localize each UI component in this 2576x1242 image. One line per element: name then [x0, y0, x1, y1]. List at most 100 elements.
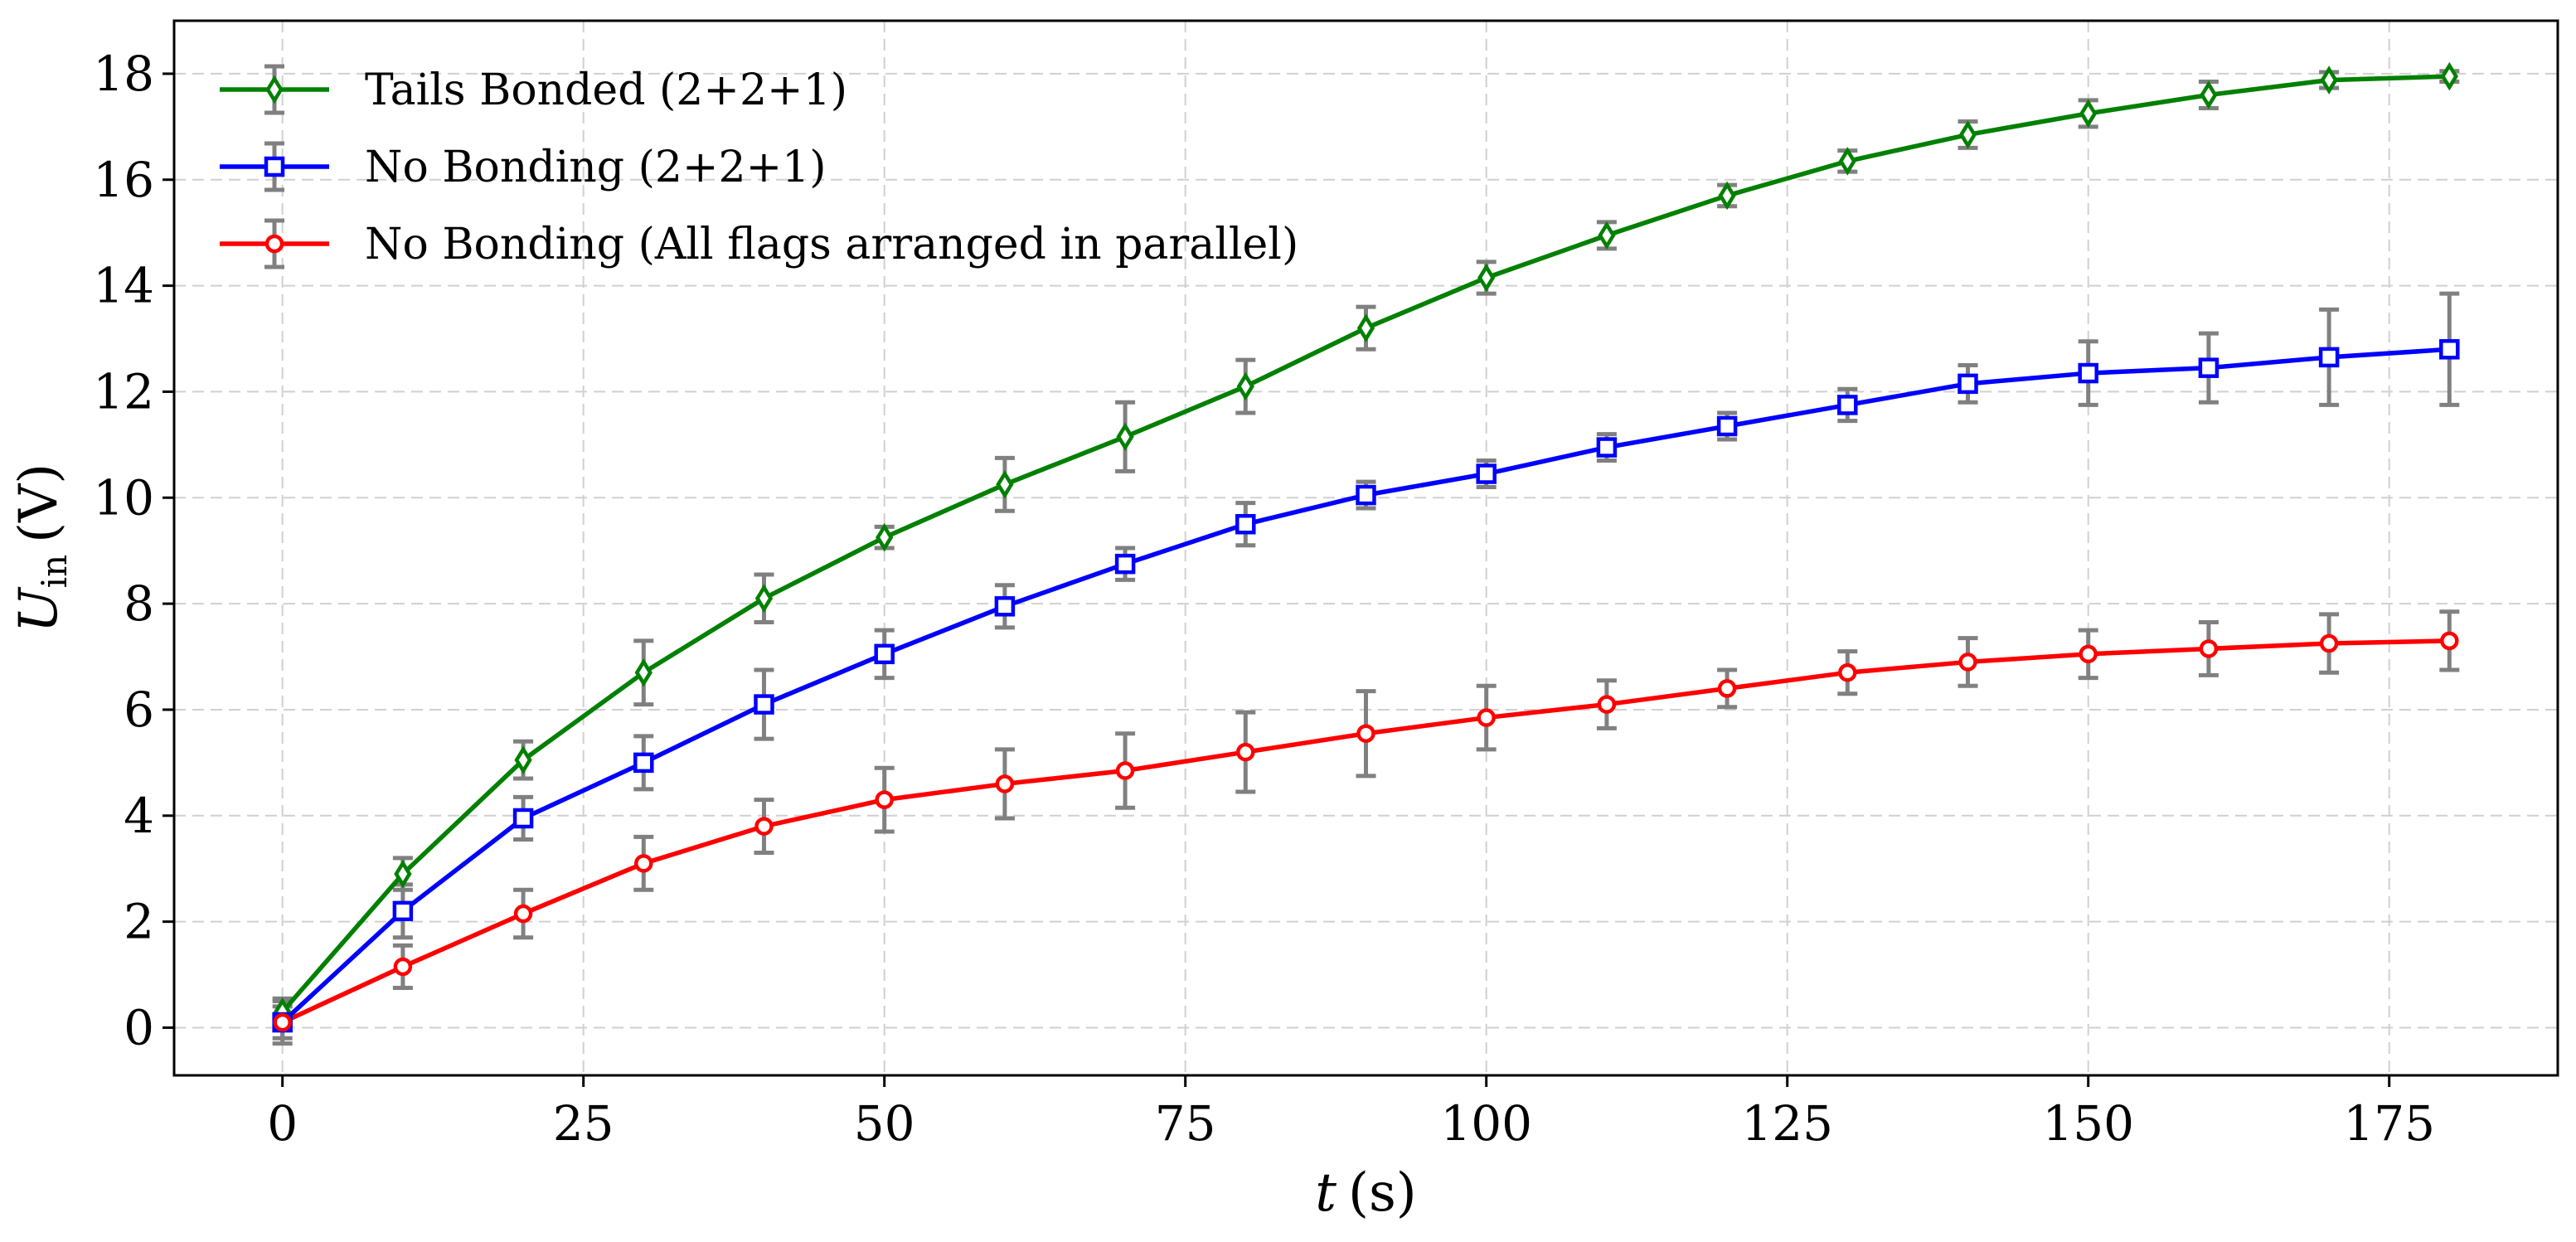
legend-entry-no-bonding-parallel: No Bonding (All flags arranged in parall…: [220, 218, 1298, 269]
x-tick-label: 100: [1440, 1095, 1532, 1152]
y-tick-label: 8: [124, 575, 154, 632]
y-axis-label-unit: (V): [8, 463, 70, 543]
y-axis-label: Uin (V): [8, 463, 75, 633]
data-point-no-bonding-all-flags-arranged-in-parallel: [1597, 695, 1617, 714]
y-tick-label: 16: [93, 152, 154, 208]
data-point-tails-bonded-2-2-1: [634, 657, 652, 687]
data-point-no-bonding-2-2-1: [1114, 553, 1136, 575]
x-tick-label: 175: [2343, 1095, 2435, 1152]
y-tick-label: 12: [93, 363, 154, 420]
data-point-no-bonding-2-2-1: [512, 808, 534, 829]
data-point-no-bonding-2-2-1: [633, 752, 654, 774]
y-tick-label: 6: [124, 682, 154, 738]
data-point-no-bonding-all-flags-arranged-in-parallel: [393, 957, 413, 977]
x-tick-layer: 0 25 50 75 100 125 150 175: [267, 1075, 2435, 1152]
data-point-no-bonding-2-2-1: [1235, 513, 1256, 535]
series-line-tails-bonded-2-2-1: [280, 74, 2450, 1014]
data-point-no-bonding-all-flags-arranged-in-parallel: [2079, 644, 2098, 664]
x-tick-label: 50: [854, 1095, 915, 1152]
data-point-tails-bonded-2-2-1: [1718, 181, 1736, 211]
legend: Tails Bonded (2+2+1) No Bonding (2+2+1) …: [220, 64, 1298, 269]
data-point-tails-bonded-2-2-1: [1958, 120, 1977, 149]
data-point-no-bonding-all-flags-arranged-in-parallel: [875, 790, 894, 809]
data-point-no-bonding-all-flags-arranged-in-parallel: [2319, 633, 2339, 653]
y-axis-label-symbol: U: [8, 586, 70, 633]
data-point-tails-bonded-2-2-1: [2079, 99, 2098, 129]
legend-entry-tails-bonded: Tails Bonded (2+2+1): [220, 64, 847, 115]
legend-label-tails-bonded: Tails Bonded (2+2+1): [365, 65, 847, 115]
data-point-no-bonding-2-2-1: [874, 643, 895, 665]
x-tick-label: 125: [1741, 1095, 1833, 1152]
data-point-no-bonding-all-flags-arranged-in-parallel: [273, 1012, 292, 1032]
x-tick-label: 150: [2042, 1095, 2134, 1152]
x-axis-label: t (s): [1315, 1162, 1417, 1224]
data-point-no-bonding-2-2-1: [1356, 484, 1376, 506]
legend-entry-no-bonding-221: No Bonding (2+2+1): [220, 141, 827, 192]
legend-swatch-no-bonding-221: [220, 141, 329, 192]
data-point-no-bonding-2-2-1: [1476, 463, 1497, 484]
data-point-tails-bonded-2-2-1: [2440, 61, 2458, 91]
data-point-no-bonding-all-flags-arranged-in-parallel: [1958, 653, 1977, 672]
y-tick-label: 18: [93, 46, 154, 102]
data-point-tails-bonded-2-2-1: [1838, 147, 1856, 176]
data-point-no-bonding-2-2-1: [1596, 437, 1618, 458]
data-point-no-bonding-2-2-1: [1716, 415, 1738, 437]
data-point-tails-bonded-2-2-1: [1598, 221, 1616, 250]
x-axis-label-symbol: t: [1315, 1162, 1337, 1224]
x-tick-label: 25: [553, 1095, 614, 1152]
legend-marker: [264, 234, 284, 254]
data-point-no-bonding-2-2-1: [754, 694, 774, 715]
data-point-no-bonding-2-2-1: [1837, 395, 1858, 415]
y-tick-label: 4: [124, 788, 154, 844]
data-point-tails-bonded-2-2-1: [2320, 65, 2338, 95]
marker-layer: [272, 61, 2460, 1033]
data-point-tails-bonded-2-2-1: [1477, 263, 1496, 293]
data-point-no-bonding-2-2-1: [2078, 362, 2098, 384]
data-point-tails-bonded-2-2-1: [2200, 80, 2218, 109]
data-point-no-bonding-all-flags-arranged-in-parallel: [1477, 708, 1496, 727]
legend-swatch-no-bonding-parallel: [220, 218, 329, 269]
legend-marker: [264, 156, 285, 177]
data-point-no-bonding-all-flags-arranged-in-parallel: [1717, 679, 1737, 698]
data-point-no-bonding-all-flags-arranged-in-parallel: [1236, 742, 1255, 762]
data-point-no-bonding-all-flags-arranged-in-parallel: [2440, 631, 2459, 651]
x-tick-label: 0: [267, 1095, 298, 1152]
data-point-tails-bonded-2-2-1: [394, 859, 412, 889]
data-point-no-bonding-2-2-1: [392, 900, 414, 922]
data-point-no-bonding-2-2-1: [994, 596, 1016, 617]
legend-label-no-bonding-221: No Bonding (2+2+1): [365, 143, 827, 192]
data-point-no-bonding-2-2-1: [1957, 373, 1978, 395]
y-tick-label: 2: [124, 894, 154, 950]
series-line-layer: [280, 74, 2450, 1025]
data-point-tails-bonded-2-2-1: [1116, 422, 1134, 452]
data-point-tails-bonded-2-2-1: [876, 522, 894, 552]
x-tick-label: 75: [1155, 1095, 1216, 1152]
data-point-tails-bonded-2-2-1: [1356, 313, 1375, 343]
y-tick-layer: 0 2 4 6 8 10 12 14 16 18: [93, 46, 174, 1055]
data-point-tails-bonded-2-2-1: [514, 745, 532, 774]
data-point-tails-bonded-2-2-1: [996, 470, 1014, 499]
data-point-no-bonding-all-flags-arranged-in-parallel: [513, 904, 533, 924]
data-point-no-bonding-2-2-1: [2439, 339, 2460, 360]
data-point-no-bonding-all-flags-arranged-in-parallel: [1356, 724, 1375, 743]
data-point-tails-bonded-2-2-1: [754, 584, 774, 614]
y-tick-label: 10: [93, 469, 154, 526]
x-axis-label-unit: (s): [1348, 1162, 1417, 1224]
data-point-no-bonding-all-flags-arranged-in-parallel: [2199, 639, 2219, 658]
y-tick-label: 0: [124, 999, 154, 1055]
data-point-no-bonding-2-2-1: [2318, 347, 2340, 368]
data-point-no-bonding-all-flags-arranged-in-parallel: [754, 817, 774, 836]
data-point-no-bonding-all-flags-arranged-in-parallel: [1838, 662, 1857, 682]
legend-marker: [265, 75, 284, 104]
data-point-no-bonding-all-flags-arranged-in-parallel: [995, 774, 1015, 793]
legend-swatch-tails-bonded: [220, 64, 329, 115]
plot-frame: [172, 19, 2559, 1077]
y-axis-label-subscript: in: [34, 555, 75, 588]
data-point-tails-bonded-2-2-1: [1236, 371, 1254, 401]
data-point-no-bonding-all-flags-arranged-in-parallel: [1115, 761, 1135, 780]
data-point-no-bonding-2-2-1: [2198, 357, 2219, 378]
legend-label-no-bonding-parallel: No Bonding (All flags arranged in parall…: [365, 220, 1298, 269]
error-bar-layer: [272, 69, 2460, 1046]
y-tick-label: 14: [93, 258, 154, 314]
